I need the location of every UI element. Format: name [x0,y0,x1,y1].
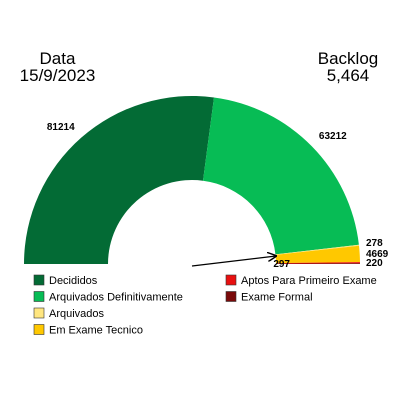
legend-label-exame-formal: Exame Formal [241,292,313,304]
legend-swatch-decididos [33,274,45,286]
slice-exame-formal [275,263,360,264]
callout-arrow [191,256,276,267]
legend-label-em-exame-tecnico: Em Exame Tecnico [49,325,143,337]
legend-label-aptos-para-primeiro-exame: Aptos Para Primeiro Exame [241,275,377,287]
legend-swatch-exame-formal [225,291,237,302]
date-label: Data [39,49,76,68]
slice-arquivados-definitivamente [203,97,359,255]
legend-swatch-arquivados-definitivamente [33,291,45,302]
backlog-value: 5,464 [326,66,370,85]
value-label-arquivados: 278 [366,238,383,249]
value-label-em-exame-tecnico: 4669 [366,249,389,260]
slice-aptos-para-primeiro-exame [275,262,360,264]
slices-group [24,95,360,264]
slice-arquivados [275,244,360,255]
legend-label-arquivados: Arquivados [49,308,105,320]
value-label-arquivados-definitivamente: 63212 [319,131,347,142]
legend-swatch-aptos-para-primeiro-exame [225,274,237,286]
value-label-aptos-para-primeiro-exame: 297 [273,259,290,270]
date-value: 15/9/2023 [19,66,96,85]
slice-decididos [24,95,215,264]
legend-label-arquivados-definitivamente: Arquivados Definitivamente [49,292,183,304]
legend: Decididos Arquivados Definitivamente Arqui… [33,274,377,337]
date-block: Data 15/9/2023 [10,50,105,84]
legend-swatch-em-exame-tecnico [33,324,45,335]
legend-label-decididos: Decididos [49,275,98,287]
backlog-label: Backlog [317,49,379,68]
value-label-decididos: 81214 [47,122,75,133]
slice-em-exame-tecnico [275,245,360,264]
backlog-block: Backlog 5,464 [302,50,394,84]
value-label-exame-formal: 220 [366,258,383,269]
legend-swatch-arquivados [33,307,45,319]
